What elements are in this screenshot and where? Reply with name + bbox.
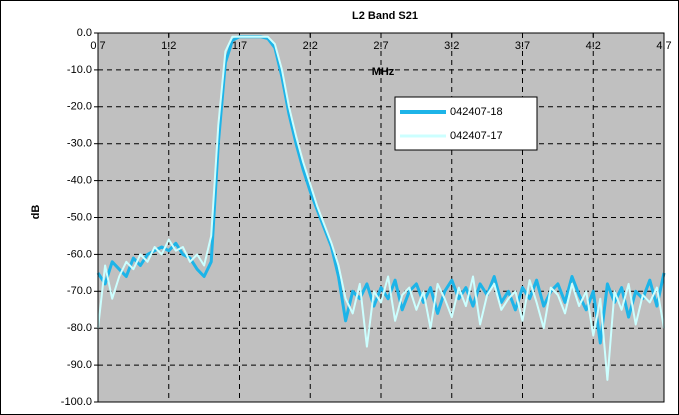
x-axis-label: MHz	[372, 66, 395, 78]
legend: 042407-18 042407-17	[394, 96, 538, 151]
y-tick-label: 0.0	[77, 27, 92, 39]
y-tick-label: -40.0	[67, 175, 92, 187]
plot	[94, 32, 666, 403]
y-tick-label: -30.0	[67, 138, 92, 150]
y-tick-label: -60.0	[67, 248, 92, 260]
x-tick-label: 4.7	[656, 40, 671, 52]
y-tick-label: -80.0	[67, 322, 92, 334]
y-tick-label: -90.0	[67, 359, 92, 371]
x-tick-label: 2.2	[303, 40, 318, 52]
y-tick-label: -10.0	[67, 64, 92, 76]
x-tick-label: 2.7	[373, 40, 388, 52]
y-axis-label: dB	[30, 205, 42, 220]
x-tick-label: 3.7	[515, 40, 530, 52]
legend-box	[394, 96, 538, 151]
x-tick-label: 1.7	[232, 40, 247, 52]
y-tick-label: -20.0	[67, 101, 92, 113]
plot-border	[97, 32, 665, 403]
y-tick-label: -100.0	[61, 396, 92, 408]
x-tick-label: 1.2	[161, 40, 176, 52]
series-line	[97, 35, 665, 381]
chart-title: L2 Band S21	[352, 10, 418, 22]
y-tick-label: -50.0	[67, 211, 92, 223]
x-tick-label: 3.2	[444, 40, 459, 52]
y-tick-label: -70.0	[67, 285, 92, 297]
legend-label: 042407-17	[450, 130, 503, 142]
x-tick-label: 0.7	[90, 40, 105, 52]
series-line	[96, 35, 666, 345]
x-tick-label: 4.2	[586, 40, 601, 52]
legend-label: 042407-18	[450, 106, 503, 118]
